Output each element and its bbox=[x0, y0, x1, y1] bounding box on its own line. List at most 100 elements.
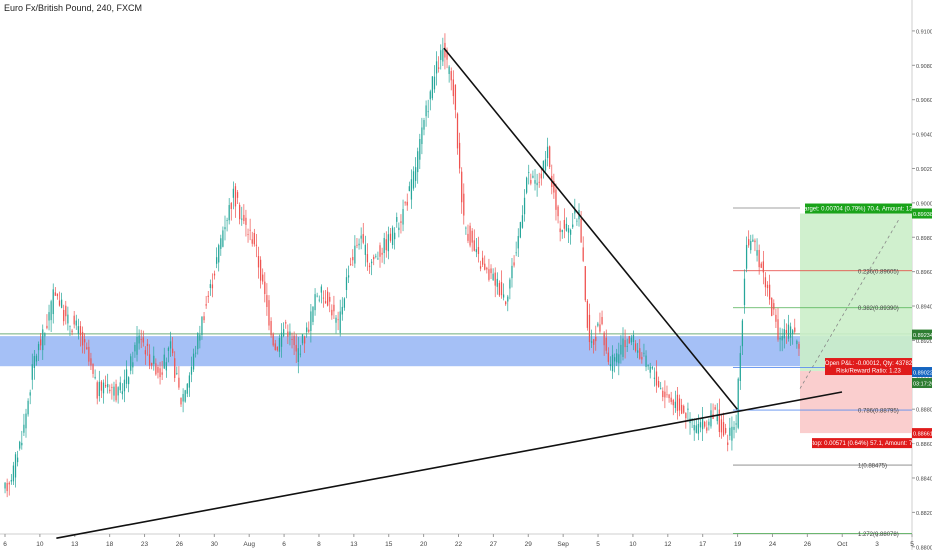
candle-body bbox=[482, 257, 484, 265]
candle-body bbox=[163, 354, 165, 369]
candle-body bbox=[291, 338, 293, 340]
candle-body bbox=[523, 197, 526, 215]
stop-price-tag bbox=[912, 428, 932, 439]
candle-body bbox=[783, 329, 785, 339]
trendline-resistance bbox=[443, 47, 738, 410]
candle-body bbox=[144, 350, 147, 355]
candle-body bbox=[425, 105, 427, 117]
candle-body bbox=[743, 278, 746, 306]
candle-body bbox=[492, 273, 494, 280]
support-zone bbox=[0, 336, 912, 367]
candle-body bbox=[597, 323, 599, 326]
candle-body bbox=[748, 239, 750, 246]
candle-body bbox=[569, 229, 572, 235]
candle-body bbox=[419, 138, 421, 160]
x-tick-label: 19 bbox=[734, 541, 742, 548]
candle-body bbox=[264, 281, 266, 294]
candle-body bbox=[546, 146, 549, 159]
x-tick-label: 18 bbox=[106, 541, 114, 548]
x-tick-label: Sep bbox=[557, 541, 569, 548]
candle-body bbox=[685, 413, 687, 419]
candle-body bbox=[176, 373, 178, 374]
candle-body bbox=[6, 483, 8, 492]
target-price-tag bbox=[912, 208, 932, 219]
candle-body bbox=[574, 209, 576, 214]
candle-body bbox=[165, 362, 167, 371]
candle-body bbox=[134, 344, 136, 352]
entry-price-tag bbox=[912, 367, 932, 378]
candle-body bbox=[452, 79, 454, 97]
candle-body bbox=[693, 424, 695, 431]
candle-body bbox=[259, 259, 262, 281]
candle-body bbox=[678, 398, 681, 411]
candle-body bbox=[708, 421, 710, 426]
candle-body bbox=[364, 244, 366, 255]
candle-body bbox=[370, 261, 373, 264]
candle-body bbox=[442, 49, 444, 62]
stop-price-tag-text: 0.88661 bbox=[913, 432, 932, 438]
candle-body bbox=[410, 179, 413, 200]
candle-body bbox=[224, 227, 226, 230]
x-tick-label: 17 bbox=[699, 541, 707, 548]
x-tick-label: 23 bbox=[141, 541, 149, 548]
candle-body bbox=[458, 142, 461, 169]
candle-body bbox=[157, 367, 159, 373]
candle-body bbox=[561, 229, 563, 233]
candle-body bbox=[155, 363, 157, 375]
candle-body bbox=[73, 315, 75, 325]
candle-body bbox=[151, 362, 153, 366]
candle-body bbox=[220, 238, 222, 249]
candle-body bbox=[320, 286, 322, 293]
candle-body bbox=[201, 316, 203, 336]
candle-body bbox=[77, 326, 79, 335]
stop-zone bbox=[800, 371, 912, 434]
candle-body bbox=[180, 397, 182, 405]
candle-body bbox=[572, 224, 574, 228]
candle-body bbox=[211, 284, 214, 289]
candle-body bbox=[92, 363, 94, 374]
candle-body bbox=[647, 364, 649, 367]
candle-body bbox=[67, 314, 69, 324]
x-tick-label: 27 bbox=[490, 541, 498, 548]
candle-body bbox=[456, 113, 459, 149]
candle-body bbox=[391, 227, 394, 245]
candle-body bbox=[714, 407, 716, 410]
candle-body bbox=[270, 321, 272, 336]
candle-body bbox=[496, 278, 498, 287]
candle-body bbox=[81, 331, 84, 346]
candle-body bbox=[184, 390, 186, 402]
candle-body bbox=[402, 209, 404, 225]
candle-body bbox=[306, 327, 308, 332]
candle-body bbox=[798, 343, 800, 349]
candle-body bbox=[448, 66, 450, 74]
candle-body bbox=[710, 410, 712, 427]
candle-body bbox=[121, 391, 123, 395]
candle-body bbox=[102, 382, 105, 394]
candle-body bbox=[668, 394, 670, 399]
candle-body bbox=[417, 151, 419, 173]
candle-body bbox=[639, 348, 641, 359]
x-tick-label: 5 bbox=[910, 541, 914, 548]
candle-body bbox=[387, 234, 390, 252]
candle-body bbox=[159, 368, 161, 378]
candle-body bbox=[274, 343, 276, 351]
candle-body bbox=[471, 230, 473, 243]
candle-body bbox=[739, 353, 741, 381]
candle-body bbox=[14, 454, 17, 478]
candle-body bbox=[607, 352, 609, 362]
candle-body bbox=[280, 332, 283, 347]
x-tick-label: 6 bbox=[282, 541, 286, 548]
candle-body bbox=[25, 413, 27, 429]
candle-body bbox=[96, 382, 98, 399]
candle-body bbox=[314, 294, 316, 311]
candle-body bbox=[660, 388, 662, 390]
candle-body bbox=[588, 314, 591, 343]
